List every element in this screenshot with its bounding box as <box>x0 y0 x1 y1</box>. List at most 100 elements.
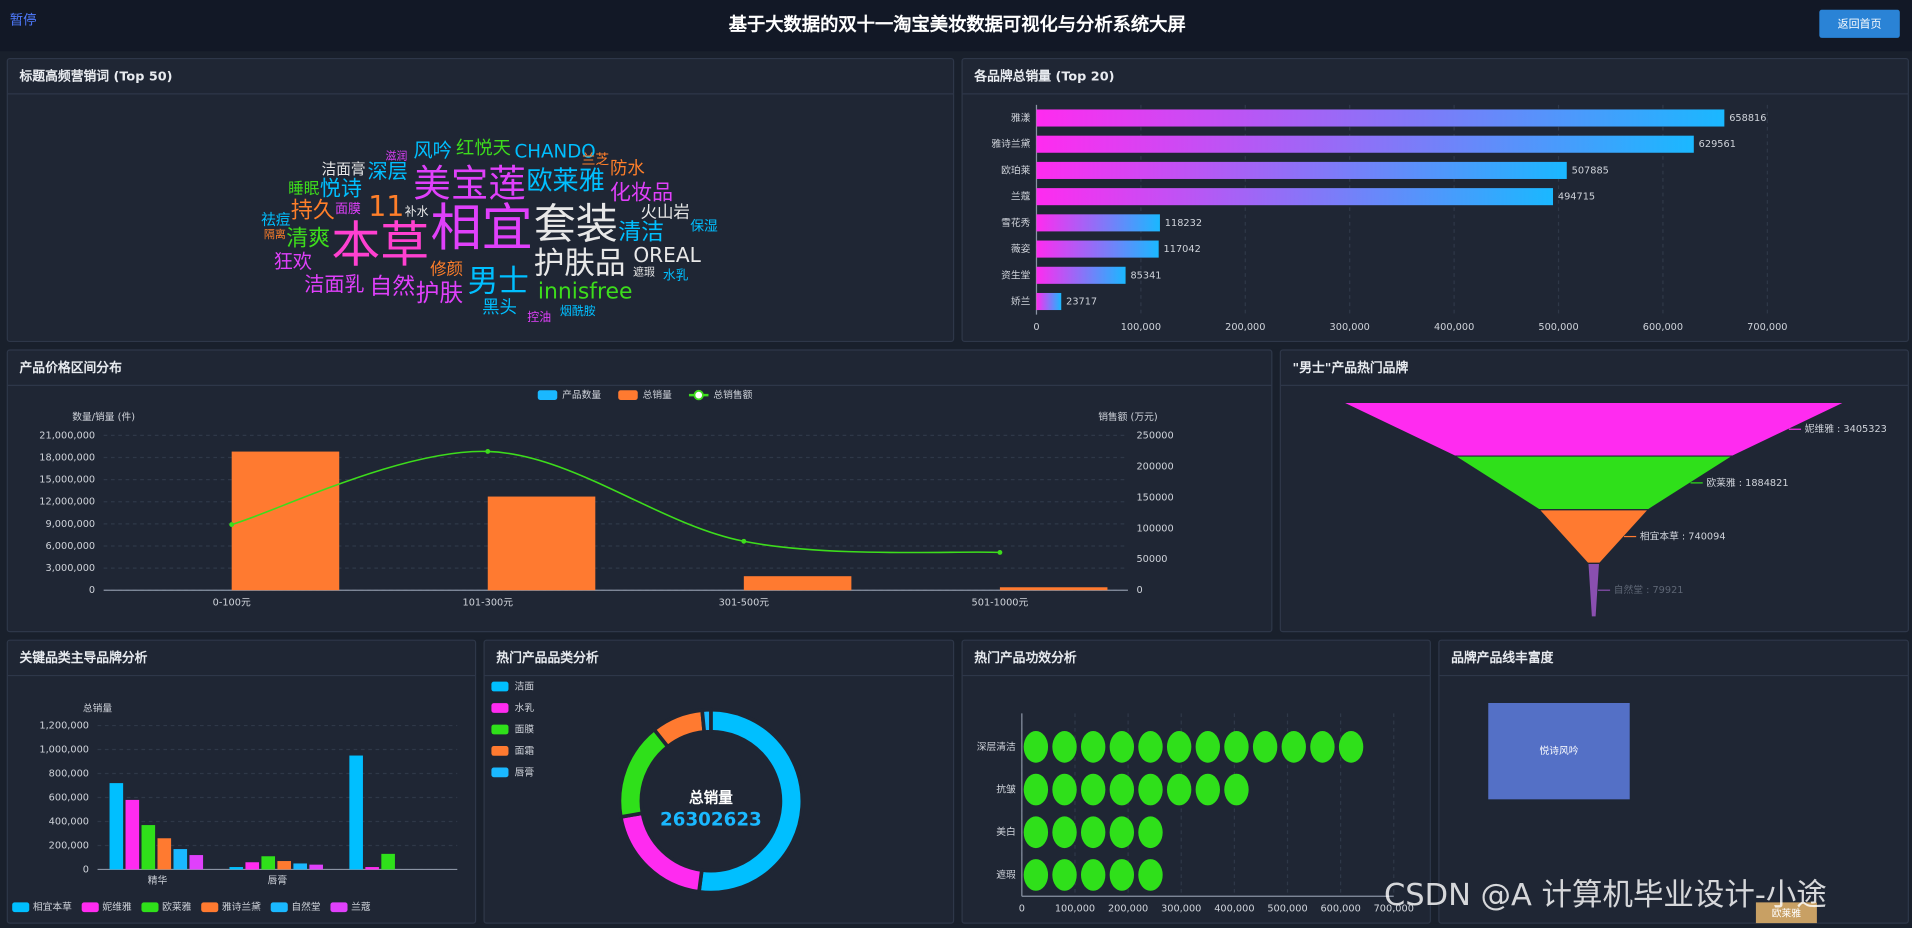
word: 隔离 <box>264 227 286 241</box>
legend-label: 面膜 <box>515 723 535 735</box>
y2-tick-label: 250000 <box>1136 430 1173 441</box>
breadcrumb-bg[interactable] <box>1755 902 1817 924</box>
x-tick-label: 精华 <box>148 873 168 886</box>
symbol <box>1109 773 1135 806</box>
legend-swatch <box>201 902 219 913</box>
y-tick-label: 600,000 <box>49 793 89 804</box>
word: 保湿 <box>690 218 718 234</box>
word: 控油 <box>527 310 551 324</box>
word: 护肤品 <box>534 247 626 282</box>
x-tick-label: 300,000 <box>1161 903 1201 914</box>
word: 红悦天 <box>456 138 511 159</box>
legend-label[interactable]: 产品数量 <box>562 388 601 401</box>
word: 洁面膏 <box>322 161 366 178</box>
bar <box>309 864 323 870</box>
header-bar <box>0 0 1912 52</box>
word: 清爽 <box>286 227 330 252</box>
symbol <box>1023 773 1049 806</box>
word: 洁面乳 <box>304 272 364 296</box>
page-title: 基于大数据的双十一淘宝美妆数据可视化与分析系统大屏 <box>729 14 1186 36</box>
legend-label[interactable]: 雅诗兰黛 <box>222 900 261 913</box>
bar <box>1036 188 1554 206</box>
word: innisfree <box>538 280 633 305</box>
value-label: 507885 <box>1572 165 1609 176</box>
bar <box>157 838 172 870</box>
bar <box>141 825 156 870</box>
legend-label[interactable]: 兰蔻 <box>351 900 371 913</box>
legend-swatch <box>491 681 509 692</box>
y-tick-label: 雅诗兰黛 <box>991 137 1030 150</box>
y-tick-label: 0 <box>89 585 95 596</box>
legend-label[interactable]: 总销量 <box>643 388 672 401</box>
y-tick-label: 6,000,000 <box>45 541 95 552</box>
word: 兰芝 <box>582 152 610 168</box>
home-button[interactable]: 返回首页 <box>1838 16 1882 30</box>
word: 深层 <box>367 159 407 183</box>
panel-title: 各品牌总销量 (Top 20) <box>973 68 1114 84</box>
x-tick-label: 300,000 <box>1330 322 1370 333</box>
value-label: 118232 <box>1165 218 1202 229</box>
legend-label: 面霜 <box>515 745 535 757</box>
donut-segment <box>697 707 805 895</box>
bar <box>999 587 1108 591</box>
panel-title: 关键品类主导品牌分析 <box>20 650 148 666</box>
funnel-label: 欧莱雅 : 1884821 <box>1706 476 1788 489</box>
value-label: 629561 <box>1699 139 1736 150</box>
funnel-layer <box>1587 562 1601 618</box>
y-tick-label: 9,000,000 <box>45 519 95 530</box>
word: 持久 <box>291 198 335 223</box>
legend-label[interactable]: 欧莱雅 <box>162 900 191 913</box>
x-tick-label: 0 <box>1033 322 1039 333</box>
word: 套装 <box>534 199 618 248</box>
y-tick-label: 薇姿 <box>1011 242 1031 255</box>
bar <box>261 856 276 870</box>
legend-swatch <box>12 902 30 913</box>
line-point <box>997 549 1003 555</box>
symbol <box>1310 731 1335 763</box>
word: 修颜 <box>430 259 463 278</box>
word: 祛痘 <box>261 212 291 229</box>
legend-label[interactable]: 自然堂 <box>291 900 320 913</box>
pause-button[interactable]: 暂停 <box>10 12 37 29</box>
panel <box>961 639 1431 924</box>
y-axis-name: 总销量 <box>83 701 112 714</box>
word: 本草 <box>331 216 429 273</box>
y2-tick-label: 150000 <box>1136 492 1173 503</box>
y-tick-label: 欧珀莱 <box>1001 163 1030 176</box>
bar <box>109 783 124 870</box>
line <box>231 450 1000 554</box>
bar <box>293 863 307 870</box>
symbol <box>1224 731 1249 763</box>
x-tick-label: 600,000 <box>1320 903 1360 914</box>
donut-center-label: 总销量 <box>689 789 733 807</box>
x-tick-label: 100,000 <box>1121 322 1161 333</box>
word: 遮瑕 <box>633 265 655 279</box>
line-point <box>741 538 747 544</box>
x-tick-label: 301-500元 <box>719 597 770 608</box>
y2-tick-label: 200000 <box>1136 461 1173 472</box>
legend-swatch <box>537 390 558 400</box>
legend-swatch <box>491 767 509 778</box>
legend-label[interactable]: 总销售额 <box>713 388 752 401</box>
y-tick-label: 娇兰 <box>1011 295 1031 308</box>
funnel-label: 自然堂 : 79921 <box>1614 583 1684 596</box>
symbol <box>1080 816 1106 849</box>
x-tick-label: 700,000 <box>1747 322 1787 333</box>
word: 黑头 <box>482 298 517 318</box>
symbol <box>1052 731 1077 763</box>
symbol <box>1080 859 1106 891</box>
word: 补水 <box>405 204 429 218</box>
pictorial-bar <box>1023 859 1163 891</box>
home-button-bg[interactable] <box>1819 9 1900 38</box>
panel-title: 热门产品品类分析 <box>496 650 599 666</box>
symbol <box>1080 731 1106 763</box>
y-tick-label: 12,000,000 <box>39 497 95 508</box>
x-tick-label: 501-1000元 <box>972 597 1029 608</box>
panel-title: "男士"产品热门品牌 <box>1293 360 1409 376</box>
legend-label[interactable]: 相宜本草 <box>33 900 72 913</box>
bar <box>231 451 340 591</box>
y-tick-label: 21,000,000 <box>39 430 95 441</box>
legend-label[interactable]: 妮维雅 <box>102 900 131 913</box>
y2-tick-label: 100000 <box>1136 523 1173 534</box>
